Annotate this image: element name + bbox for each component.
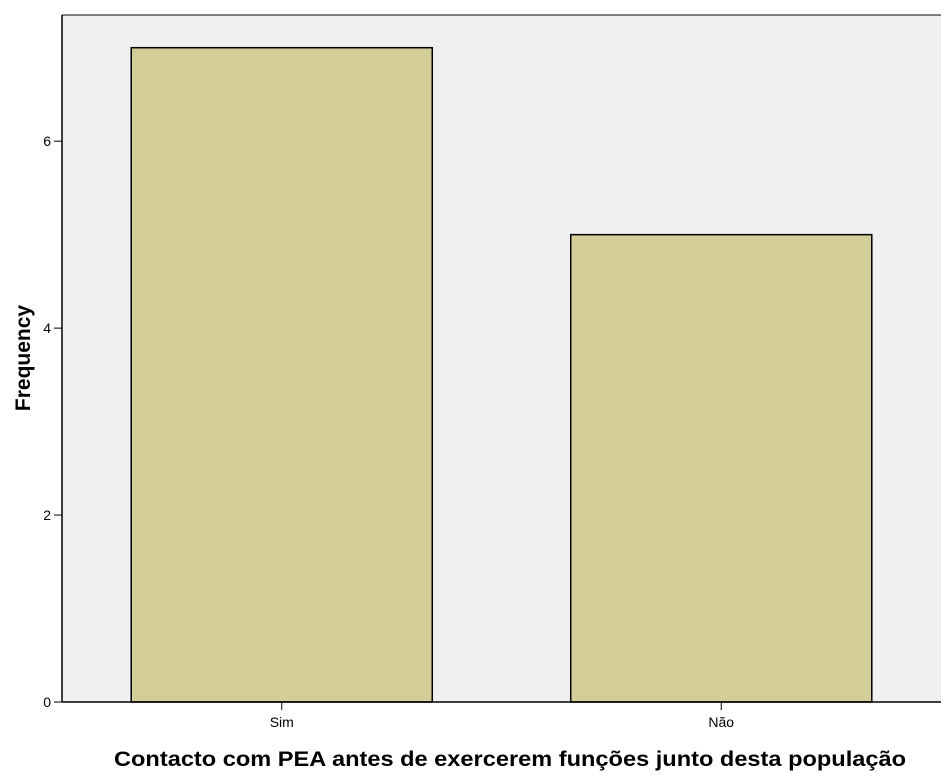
y-axis-title: Frequency — [12, 305, 35, 412]
y-tick-label-2: 4 — [43, 320, 51, 336]
y-tick-label-1: 2 — [43, 507, 51, 523]
y-tick-label-3: 6 — [43, 133, 51, 149]
x-axis-title: Contacto com PEA antes de exercerem funç… — [114, 748, 906, 771]
x-ticks-group: Sim Não — [270, 702, 734, 730]
bar-0 — [130, 46, 434, 703]
y-ticks-group: 0 2 4 6 — [43, 133, 62, 710]
bars-group — [130, 46, 873, 703]
x-tick-label-1: Não — [708, 714, 734, 730]
y-tick-label-0: 0 — [43, 694, 51, 710]
bar-1 — [569, 233, 873, 703]
x-tick-label-0: Sim — [270, 714, 294, 730]
